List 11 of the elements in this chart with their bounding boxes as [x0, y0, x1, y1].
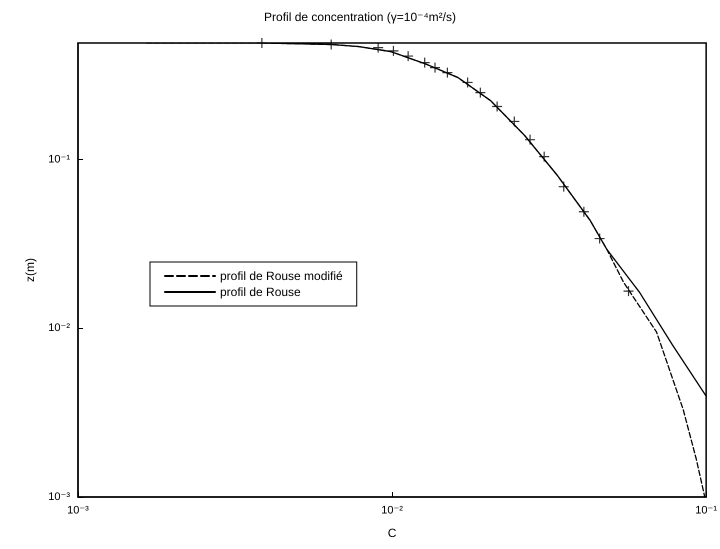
y-tick-label: 10⁻¹: [48, 153, 70, 166]
legend-label: profil de Rouse: [220, 285, 302, 299]
x-tick-label: 10⁻²: [381, 504, 404, 516]
y-tick-label: 10⁻²: [48, 322, 70, 334]
y-axis-title: z(m): [23, 258, 37, 282]
x-axis-title: C: [388, 526, 397, 540]
y-tick-label: 10⁻³: [48, 491, 70, 503]
legend-label: profil de Rouse modifié: [220, 269, 344, 283]
chart-title: Profil de concentration (γ=10⁻⁴m²/s): [264, 10, 456, 24]
x-tick-label: 10⁻³: [67, 504, 90, 516]
x-tick-label: 10⁻¹: [695, 504, 718, 516]
